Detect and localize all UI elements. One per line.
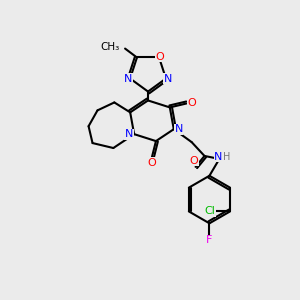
Text: N: N: [214, 152, 223, 162]
Text: N: N: [124, 74, 132, 83]
Text: N: N: [164, 74, 172, 83]
Text: CH₃: CH₃: [101, 42, 120, 52]
Text: H: H: [223, 152, 230, 162]
Text: F: F: [206, 235, 213, 245]
Text: O: O: [148, 158, 156, 168]
Text: O: O: [187, 98, 196, 108]
Text: N: N: [125, 129, 134, 139]
Text: N: N: [175, 124, 183, 134]
Text: O: O: [156, 52, 164, 61]
Text: Cl: Cl: [205, 206, 216, 216]
Text: O: O: [189, 156, 198, 166]
